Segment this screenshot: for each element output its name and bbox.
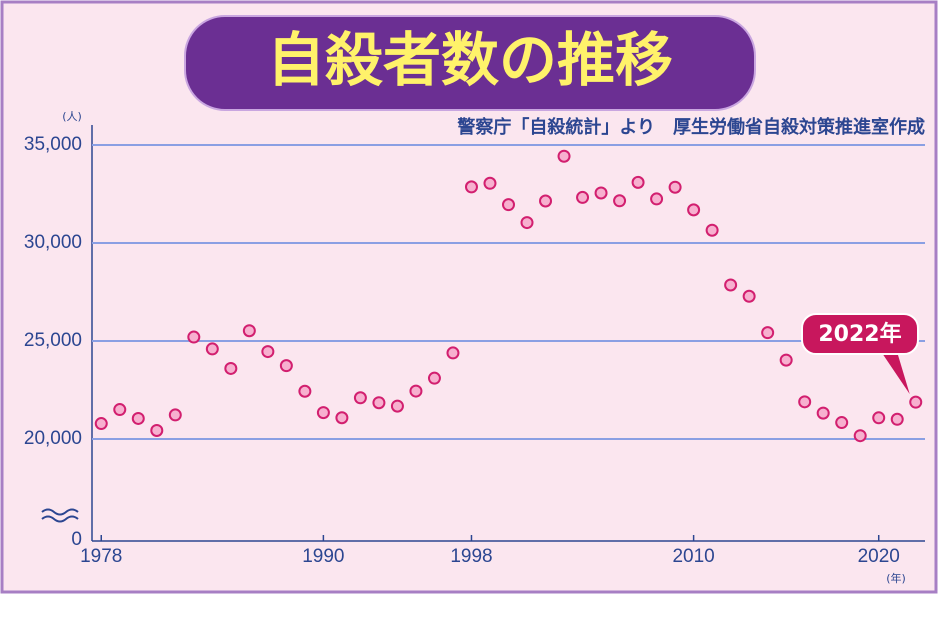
data-point bbox=[631, 175, 645, 189]
data-point bbox=[594, 186, 608, 200]
data-point bbox=[353, 391, 367, 405]
y-unit: (人) bbox=[62, 110, 82, 123]
y-tick-label: 20,000 bbox=[24, 428, 82, 449]
data-point bbox=[464, 180, 478, 194]
data-point bbox=[853, 429, 867, 443]
data-point bbox=[131, 411, 145, 425]
data-point bbox=[576, 190, 590, 204]
data-point bbox=[168, 408, 182, 422]
data-point bbox=[761, 326, 775, 340]
y-tick-label: 25,000 bbox=[24, 330, 82, 351]
data-point bbox=[316, 406, 330, 420]
data-point bbox=[298, 384, 312, 398]
data-point bbox=[279, 359, 293, 373]
data-point bbox=[557, 149, 571, 163]
data-point bbox=[613, 194, 627, 208]
data-point bbox=[520, 216, 534, 230]
chart-title: 自殺者数の推移 bbox=[267, 26, 673, 94]
data-point bbox=[224, 361, 238, 375]
data-point bbox=[890, 412, 904, 426]
data-point bbox=[872, 411, 886, 425]
break-mark bbox=[41, 508, 79, 516]
data-point bbox=[798, 395, 812, 409]
data-point bbox=[427, 371, 441, 385]
data-point bbox=[909, 395, 923, 409]
data-point bbox=[113, 403, 127, 417]
data-point bbox=[502, 198, 515, 212]
data-point bbox=[835, 416, 849, 430]
x-tick-label: 2020 bbox=[858, 546, 900, 567]
title-box bbox=[184, 15, 756, 111]
y-tick-label: 0 bbox=[71, 529, 82, 550]
data-point bbox=[816, 406, 830, 420]
callout-box bbox=[801, 313, 919, 355]
data-point bbox=[150, 423, 164, 437]
data-point bbox=[372, 396, 386, 410]
y-tick-label: 35,000 bbox=[24, 134, 82, 155]
data-point bbox=[242, 324, 256, 338]
data-point bbox=[539, 194, 553, 208]
break-mark bbox=[41, 515, 79, 523]
data-point bbox=[705, 223, 719, 237]
data-point bbox=[724, 278, 738, 292]
x-tick-label: 2010 bbox=[672, 546, 714, 567]
x-tick-label: 1990 bbox=[302, 546, 344, 567]
annotation: 2022年 bbox=[818, 321, 901, 347]
data-point bbox=[446, 346, 460, 360]
data-point bbox=[779, 353, 793, 367]
data-point bbox=[187, 330, 201, 344]
data-point bbox=[650, 192, 664, 206]
data-point bbox=[409, 384, 423, 398]
data-point bbox=[205, 342, 219, 356]
data-point bbox=[742, 289, 756, 303]
callout-pointer bbox=[880, 345, 910, 395]
y-tick-label: 30,000 bbox=[24, 232, 82, 253]
x-unit: (年) bbox=[886, 571, 906, 585]
x-tick-label: 1998 bbox=[450, 546, 492, 567]
axis-break bbox=[41, 508, 79, 523]
data-point bbox=[687, 203, 701, 217]
data-point bbox=[483, 176, 497, 190]
data-point bbox=[94, 417, 108, 431]
data-point bbox=[668, 180, 682, 194]
data-point bbox=[390, 399, 404, 413]
x-tick-label: 1978 bbox=[80, 546, 122, 567]
data-point bbox=[335, 411, 349, 425]
data-point bbox=[261, 345, 275, 359]
subtitle: 警察庁「自殺統計」より 厚生労働省自殺対策推進室作成 bbox=[457, 116, 925, 138]
